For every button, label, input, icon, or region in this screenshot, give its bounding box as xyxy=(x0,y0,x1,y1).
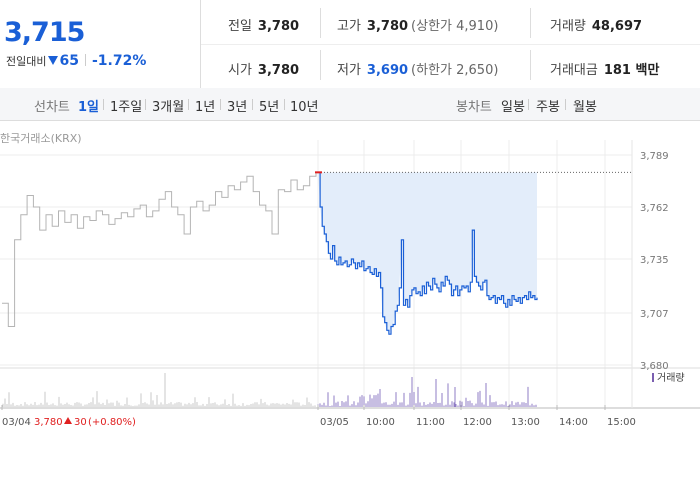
change-label: 전일대비 xyxy=(6,55,47,68)
stat-value: 3,780 xyxy=(257,19,300,34)
y-tick-label: 3,680 xyxy=(640,361,669,372)
stat-open: 시가 3,780 xyxy=(228,59,299,78)
volume-bars xyxy=(2,373,537,407)
price-lines xyxy=(2,171,538,335)
price-chart: 3,789 3,762 3,735 3,707 3,680 03/05 10:00 11:0… xyxy=(0,140,700,428)
y-axis: 3,789 3,762 3,735 3,707 3,680 xyxy=(640,151,669,372)
stat-label: 시가 xyxy=(228,63,252,78)
tab-weekly[interactable]: 주봉 xyxy=(536,100,560,115)
divider xyxy=(528,99,529,110)
quote-summary: 3,715 전일대비 65 -1.72% 전일 3,780 고가 3,780 (상한가 4… xyxy=(0,0,700,89)
divider xyxy=(201,44,700,45)
area-fill xyxy=(318,172,537,335)
x-tick-label: 12:00 xyxy=(463,417,492,428)
y-tick-label: 3,789 xyxy=(640,151,669,162)
prev-day-date: 03/04 xyxy=(2,417,31,428)
tab-5y[interactable]: 5년 xyxy=(259,100,280,115)
divider xyxy=(565,99,566,110)
stat-label: 거래대금 xyxy=(550,63,598,78)
change-row: 전일대비 65 -1.72% xyxy=(6,53,146,69)
series-line-today xyxy=(318,171,538,335)
volume-grid xyxy=(0,140,700,409)
x-tick-label: 11:00 xyxy=(416,417,445,428)
stat-label: 고가 xyxy=(337,19,361,34)
x-tick-label: 10:00 xyxy=(366,417,395,428)
series-line-prev-day xyxy=(2,172,317,327)
divider xyxy=(530,50,531,80)
tab-1y[interactable]: 1년 xyxy=(195,100,216,115)
up-arrow-icon xyxy=(64,417,72,424)
price-box: 3,715 전일대비 65 -1.72% xyxy=(0,0,201,88)
x-axis: 03/05 10:00 11:00 12:00 13:00 14:00 15:00 xyxy=(1,405,636,428)
stat-prev-close: 전일 3,780 xyxy=(228,15,299,34)
lower-limit: (하한가 2,650) xyxy=(411,63,499,78)
volume-legend: 거래량 xyxy=(652,372,685,384)
divider xyxy=(320,50,321,80)
down-arrow-icon xyxy=(48,56,59,65)
stat-label: 전일 xyxy=(228,19,252,34)
prev-day-caption: 03/04 3,780 30 (+0.80%) xyxy=(2,417,136,428)
divider xyxy=(103,99,104,110)
volume-legend-label: 거래량 xyxy=(657,372,685,384)
divider xyxy=(284,99,285,110)
stat-low: 저가 3,690 (하한가 2,650) xyxy=(337,59,498,78)
divider xyxy=(84,54,86,66)
tab-monthly[interactable]: 월봉 xyxy=(573,100,597,115)
tab-1d[interactable]: 1일 xyxy=(78,100,100,115)
stat-value: 181 백만 xyxy=(603,63,660,78)
y-tick-label: 3,707 xyxy=(640,309,669,320)
change-amount: 65 xyxy=(59,53,79,69)
divider xyxy=(145,99,146,110)
x-tick-label: 13:00 xyxy=(511,417,540,428)
x-tick-label: 14:00 xyxy=(559,417,588,428)
stat-label: 거래량 xyxy=(550,19,586,34)
tab-1w[interactable]: 1주일 xyxy=(110,100,143,115)
stat-label: 저가 xyxy=(337,63,361,78)
x-tick-label: 15:00 xyxy=(607,417,636,428)
tab-3m[interactable]: 3개월 xyxy=(152,100,185,115)
prev-day-pct: (+0.80%) xyxy=(88,417,136,428)
divider xyxy=(530,8,531,38)
chart-grid xyxy=(0,140,632,405)
volume-legend-swatch xyxy=(652,373,654,382)
prev-day-close: 3,780 xyxy=(34,417,63,428)
stat-value: 3,780 xyxy=(366,19,409,34)
upper-limit: (상한가 4,910) xyxy=(411,19,499,34)
change-percent: -1.72% xyxy=(91,53,147,69)
line-chart-label: 선차트 xyxy=(34,100,70,115)
current-price: 3,715 xyxy=(4,17,85,48)
intraday-area xyxy=(318,171,632,335)
stat-trade-value: 거래대금 181 백만 xyxy=(550,59,659,78)
y-tick-label: 3,735 xyxy=(640,255,669,266)
divider xyxy=(220,99,221,110)
tab-daily[interactable]: 일봉 xyxy=(501,100,525,115)
y-tick-label: 3,762 xyxy=(640,203,669,214)
prev-day-change: 30 xyxy=(74,417,87,428)
stat-value: 3,690 xyxy=(366,63,409,78)
divider xyxy=(320,8,321,38)
tab-3y[interactable]: 3년 xyxy=(227,100,248,115)
stat-value: 3,780 xyxy=(257,63,300,78)
x-tick-label: 03/05 xyxy=(320,417,349,428)
divider xyxy=(188,99,189,110)
stat-high: 고가 3,780 (상한가 4,910) xyxy=(337,15,498,34)
stat-value: 48,697 xyxy=(591,19,643,34)
exchange-label: 한국거래소(KRX) xyxy=(0,132,82,145)
divider xyxy=(252,99,253,110)
stat-volume: 거래량 48,697 xyxy=(550,15,642,34)
candle-chart-label: 봉차트 xyxy=(456,100,492,115)
chart-period-tabs: 선차트 1일 1주일 3개월 1년 3년 5년 10년 봉차트 일봉 주봉 월봉 xyxy=(0,88,700,121)
tab-10y[interactable]: 10년 xyxy=(290,100,319,115)
